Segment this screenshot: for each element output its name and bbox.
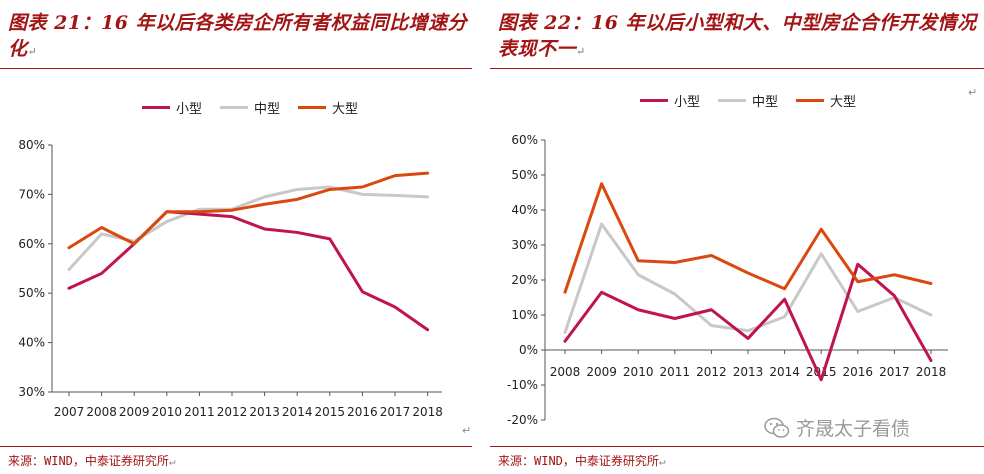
x-tick-label: 2017: [380, 405, 411, 419]
right-figure-title-text: 图表 22：16 年以后小型和大、中型房企合作开发情况表现不一: [498, 12, 977, 60]
y-tick-label: 70%: [18, 187, 45, 201]
x-tick-label: 2014: [282, 405, 313, 419]
right-figure-title: 图表 22：16 年以后小型和大、中型房企合作开发情况表现不一↵: [498, 10, 980, 65]
series-line-small: [563, 262, 933, 382]
x-tick-label: 2011: [184, 405, 215, 419]
x-tick-label: 2014: [769, 365, 800, 379]
legend-item: 中型: [718, 91, 778, 110]
right-figure-panel: 图表 22：16 年以后小型和大、中型房企合作开发情况表现不一↵ 小型 中型 大型 …: [490, 0, 984, 474]
x-tick-label: 2010: [623, 365, 654, 379]
y-tick-label: 60%: [18, 237, 45, 251]
left-source-rule: [0, 446, 472, 447]
y-tick-label: 10%: [511, 308, 538, 322]
legend-label: 大型: [332, 102, 359, 117]
left-chart-paragraph-mark: ↵: [462, 424, 472, 437]
right-chart-legend: 小型 中型 大型: [640, 91, 856, 110]
x-tick-label: 2016: [843, 365, 874, 379]
x-tick-label: 2008: [550, 365, 581, 379]
legend-item: 大型: [298, 98, 358, 117]
left-figure-title-text: 图表 21：16 年以后各类房企所有者权益同比增速分化: [8, 12, 468, 60]
legend-label: 小型: [674, 95, 701, 110]
x-tick-label: 2013: [249, 405, 280, 419]
x-tick-label: 2007: [54, 405, 85, 419]
left-line-chart: 30%40%50%60%70%80%2007 2008 2009 2010 2011 20…: [18, 138, 443, 419]
legend-swatch: [142, 106, 170, 109]
legend-swatch: [796, 99, 825, 102]
x-tick-label: 2008: [86, 405, 117, 419]
series-line-medium: [67, 185, 430, 271]
left-source-text: 来源：WIND，中泰证券研究所: [8, 454, 169, 468]
x-tick-label: 2012: [217, 405, 248, 419]
y-tick-label: -10%: [507, 378, 538, 392]
legend-item: 中型: [220, 98, 280, 117]
watermark-text: 齐晟太子看债: [796, 418, 911, 440]
left-figure-title: 图表 21：16 年以后各类房企所有者权益同比增速分化↵: [8, 10, 468, 65]
y-tick-label: 80%: [18, 138, 45, 152]
y-tick-label: 40%: [18, 336, 45, 350]
legend-swatch: [640, 99, 668, 102]
x-tick-label: 2010: [152, 405, 183, 419]
x-tick-label: 2017: [879, 365, 910, 379]
left-source-paragraph-mark: ↵: [168, 455, 176, 468]
legend-item: 大型: [796, 91, 856, 110]
left-figure-panel: 图表 21：16 年以后各类房企所有者权益同比增速分化↵ 小型 中型 大型 30% 4…: [0, 0, 472, 474]
x-tick-label: 2009: [586, 365, 617, 379]
series-line-small: [67, 210, 430, 332]
y-tick-label: 50%: [18, 286, 45, 300]
x-tick-label: 2015: [315, 405, 346, 419]
x-tick-label: 2012: [696, 365, 727, 379]
x-tick-label: 2018: [412, 405, 443, 419]
y-tick-label: 0%: [519, 343, 538, 357]
x-tick-label: 2013: [733, 365, 764, 379]
y-tick-label: 40%: [511, 203, 538, 217]
x-tick-label: 2016: [347, 405, 378, 419]
x-tick-label: 2009: [119, 405, 150, 419]
legend-swatch: [220, 106, 249, 109]
legend-label: 中型: [254, 102, 281, 117]
y-tick-label: 50%: [511, 168, 538, 182]
right-chart-paragraph-mark: ↵: [968, 86, 978, 99]
wechat-icon: [764, 417, 790, 438]
legend-label: 小型: [176, 102, 203, 117]
right-source-text: 来源：WIND，中泰证券研究所: [498, 454, 659, 468]
right-title-paragraph-mark: ↵: [576, 45, 586, 58]
series-line-large: [563, 182, 933, 294]
x-tick-label: 2015: [806, 365, 837, 379]
y-tick-label: 20%: [511, 273, 538, 287]
legend-swatch: [718, 99, 747, 102]
left-title-rule: [0, 68, 472, 69]
left-source-note: 来源：WIND，中泰证券研究所↵: [8, 452, 176, 469]
x-tick-label: 2018: [916, 365, 947, 379]
right-source-rule: [490, 446, 984, 447]
series-line-large: [67, 171, 430, 250]
y-tick-label: 30%: [511, 238, 538, 252]
y-tick-label: 30%: [18, 385, 45, 399]
right-title-rule: [490, 68, 984, 69]
watermark: 齐晟太子看债: [764, 414, 910, 441]
legend-label: 大型: [830, 95, 857, 110]
y-tick-label: 60%: [511, 133, 538, 147]
left-chart-legend: 小型 中型 大型: [142, 98, 358, 117]
legend-label: 中型: [752, 95, 779, 110]
left-title-paragraph-mark: ↵: [27, 45, 38, 58]
right-source-paragraph-mark: ↵: [658, 455, 666, 468]
series-line-medium: [563, 222, 933, 334]
right-source-note: 来源：WIND，中泰证券研究所↵: [498, 452, 666, 469]
legend-swatch: [298, 106, 327, 109]
legend-item: 小型: [640, 91, 700, 110]
x-tick-label: 2011: [660, 365, 691, 379]
legend-item: 小型: [142, 98, 202, 117]
y-tick-label: -20%: [507, 413, 538, 427]
right-line-chart: -20% -10% 0% 10% 20% 30% 40% 50% 60% 2008 2009 2010…: [507, 133, 948, 427]
